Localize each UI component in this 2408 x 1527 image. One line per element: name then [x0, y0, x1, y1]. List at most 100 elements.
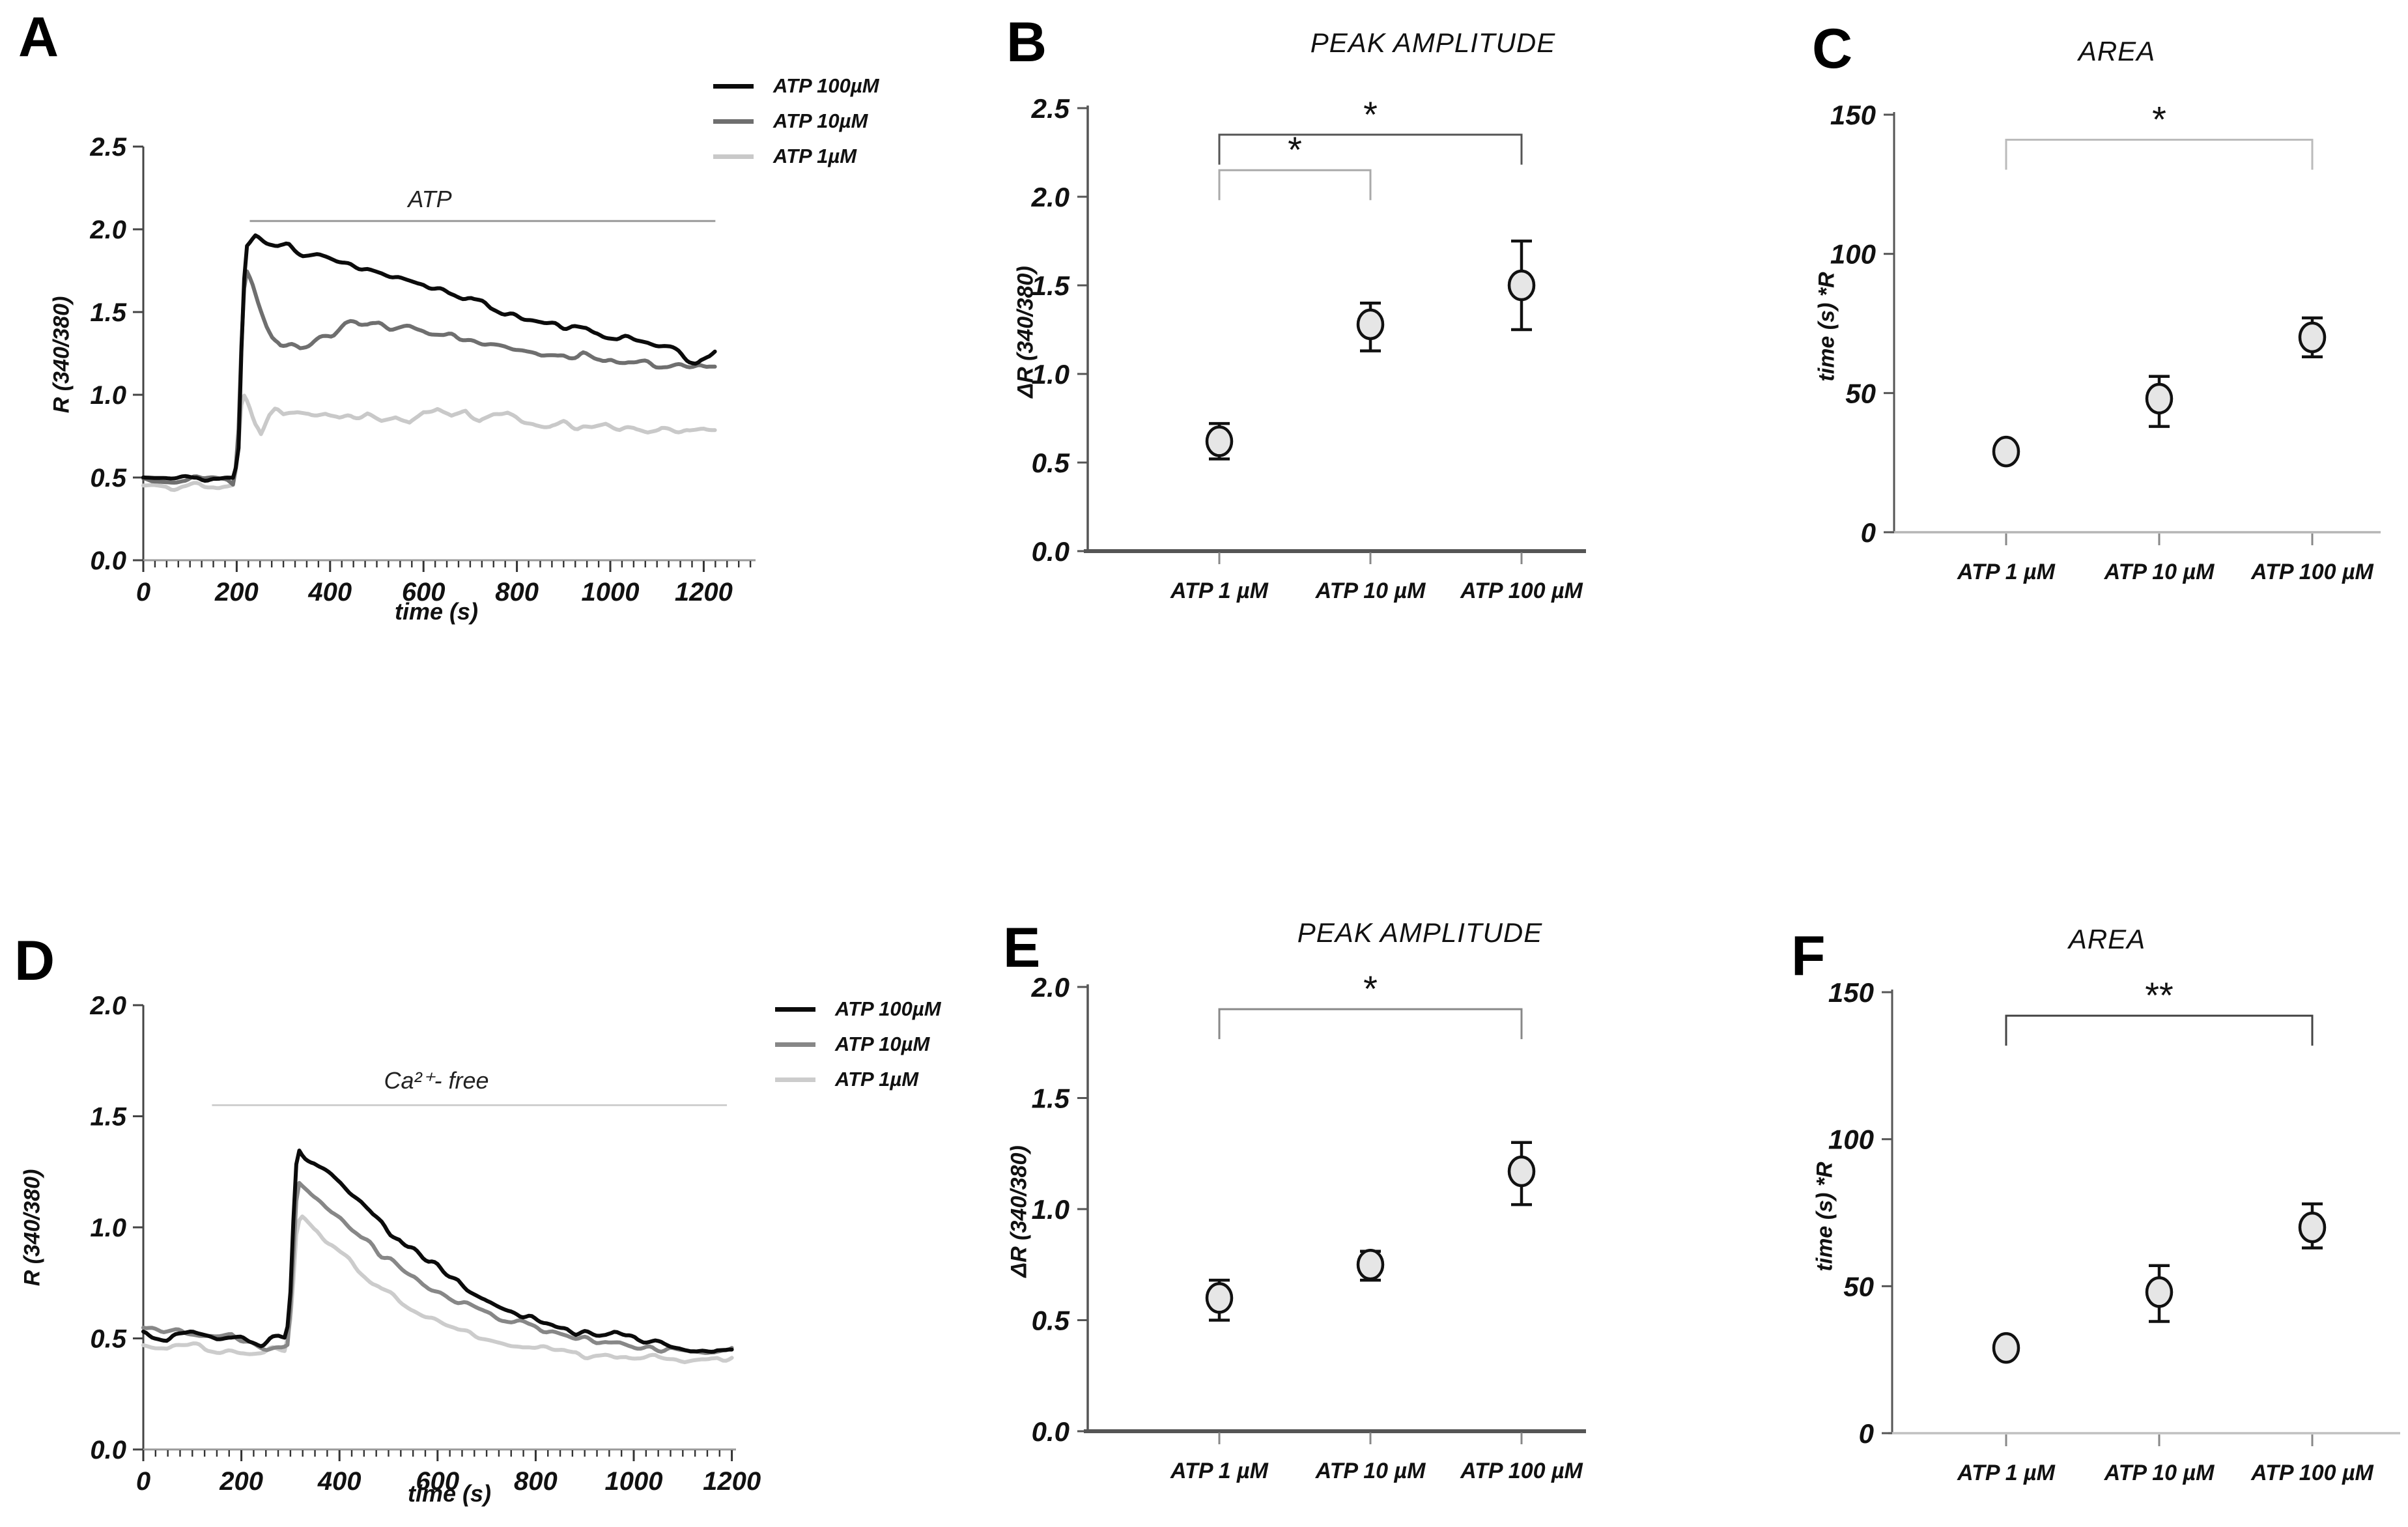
legend-line-swatch: [775, 1006, 815, 1012]
panel-f: F AREA time (s) *R 0 50 100 150 ATP 1 µM ATP …: [1791, 912, 2408, 1527]
svg-text:ATP 100 µM: ATP 100 µM: [1460, 1459, 1583, 1483]
legend-item: ATP 10µM: [713, 104, 879, 139]
legend-line-swatch: [775, 1042, 815, 1047]
svg-text:ATP 100 µM: ATP 100 µM: [1460, 578, 1583, 603]
svg-text:*: *: [1363, 968, 1378, 1009]
panel-a-stimulus-label: ATP: [408, 186, 452, 212]
panel-c: C AREA time (s) *R 0 50 100 150 ATP 1 µM ATP …: [1791, 0, 2408, 717]
svg-text:0.0: 0.0: [1032, 1416, 1069, 1447]
panel-f-label: F: [1791, 925, 1826, 988]
svg-text:*: *: [1288, 129, 1302, 170]
legend-item: ATP 1µM: [775, 1062, 941, 1097]
svg-text:1.5: 1.5: [1032, 1083, 1070, 1114]
legend-label: ATP 100µM: [835, 997, 941, 1020]
panel-f-chart: 0 50 100 150 ATP 1 µM ATP 10 µM ATP 100 µM **: [1828, 975, 2400, 1485]
svg-text:2.0: 2.0: [1031, 972, 1069, 1003]
svg-text:*: *: [1363, 94, 1378, 135]
panel-a-chart: 0 200 400 600 800 1000 1200 0.0 0.5 1.0 1.5 2.0 2.5: [89, 133, 756, 607]
svg-text:800: 800: [495, 578, 539, 607]
panel-d-chart: 0 200 400 600 800 1000 1200 0.0 0.5 1.0 1.5 2.0: [89, 992, 761, 1496]
svg-text:ATP 10 µM: ATP 10 µM: [1315, 578, 1426, 603]
panel-b: B PEAK AMPLITUDE ΔR (340/380) 0.0 0.5 1.0 1…: [997, 0, 1700, 717]
svg-text:ATP 100 µM: ATP 100 µM: [2250, 1461, 2373, 1485]
panel-c-label: C: [1812, 18, 1853, 80]
svg-text:ATP 10 µM: ATP 10 µM: [1315, 1459, 1426, 1483]
panel-e-title: PEAK AMPLITUDE: [1297, 917, 1543, 948]
legend-label: ATP 100µM: [773, 74, 879, 97]
panel-d-label: D: [14, 930, 55, 992]
svg-text:ATP 10 µM: ATP 10 µM: [2104, 560, 2215, 584]
panel-a-legend: ATP 100µM ATP 10µM ATP 1µM: [713, 68, 879, 174]
svg-text:1.5: 1.5: [1032, 270, 1070, 301]
panel-b-label: B: [1006, 11, 1047, 74]
svg-text:800: 800: [514, 1467, 558, 1496]
svg-text:0: 0: [1861, 517, 1876, 548]
svg-text:ATP 1 µM: ATP 1 µM: [1957, 560, 2056, 584]
svg-text:2.0: 2.0: [1031, 182, 1069, 212]
svg-text:50: 50: [1845, 378, 1876, 408]
svg-text:400: 400: [307, 578, 352, 607]
svg-text:1000: 1000: [605, 1467, 663, 1496]
svg-text:1.5: 1.5: [90, 298, 126, 327]
panel-e-chart: 0.0 0.5 1.0 1.5 2.0 ATP 1 µM ATP 10 µM ATP 100 …: [1031, 968, 1586, 1483]
svg-text:ATP 1 µM: ATP 1 µM: [1957, 1461, 2056, 1485]
svg-text:1000: 1000: [582, 578, 640, 607]
svg-text:150: 150: [1830, 100, 1876, 130]
panel-c-chart: 0 50 100 150 ATP 1 µM ATP 10 µM ATP 100 µM *: [1830, 99, 2381, 584]
legend-item: ATP 100µM: [713, 68, 879, 104]
legend-line-swatch: [713, 119, 754, 124]
svg-text:1200: 1200: [703, 1467, 761, 1496]
svg-text:200: 200: [219, 1467, 263, 1496]
legend-label: ATP 1µM: [773, 145, 857, 167]
legend-item: ATP 100µM: [775, 992, 941, 1027]
svg-text:0: 0: [136, 578, 150, 607]
legend-item: ATP 1µM: [713, 139, 879, 174]
svg-text:2.5: 2.5: [1031, 93, 1070, 124]
svg-text:1.0: 1.0: [90, 1214, 126, 1242]
legend-line-swatch: [713, 154, 754, 159]
svg-text:100: 100: [1830, 239, 1876, 270]
svg-text:ATP 100 µM: ATP 100 µM: [2250, 560, 2373, 584]
svg-text:ATP 1 µM: ATP 1 µM: [1170, 578, 1269, 603]
svg-text:**: **: [2145, 975, 2174, 1016]
svg-text:0.0: 0.0: [1032, 536, 1069, 567]
legend-line-swatch: [775, 1077, 815, 1082]
legend-line-swatch: [713, 83, 754, 89]
svg-text:2.0: 2.0: [89, 216, 126, 244]
svg-text:2.0: 2.0: [89, 992, 126, 1020]
legend-label: ATP 10µM: [835, 1033, 930, 1055]
svg-text:1.0: 1.0: [1032, 359, 1069, 390]
panel-a-x-axis-label: time (s): [394, 598, 479, 625]
panel-e: E PEAK AMPLITUDE ΔR (340/380) 0.0 0.5 1.0 1…: [997, 912, 1700, 1527]
panel-d-legend: ATP 100µM ATP 10µM ATP 1µM: [775, 992, 941, 1097]
panel-d: D R (340/380) Ca²⁺- free time (s) ATP 10…: [0, 919, 997, 1527]
svg-text:1.5: 1.5: [90, 1103, 126, 1132]
panel-b-title: PEAK AMPLITUDE: [1310, 27, 1556, 58]
svg-text:0: 0: [136, 1467, 150, 1496]
svg-text:1200: 1200: [675, 578, 733, 607]
panel-d-stimulus-label: Ca²⁺- free: [384, 1067, 489, 1094]
panel-a: A R (340/380) ATP time (s) ATP 100µM ATP…: [13, 0, 990, 717]
svg-text:0: 0: [1859, 1418, 1874, 1449]
panel-f-title: AREA: [2068, 924, 2146, 954]
svg-text:ATP 10 µM: ATP 10 µM: [2104, 1461, 2215, 1485]
legend-item: ATP 10µM: [775, 1027, 941, 1062]
svg-text:400: 400: [317, 1467, 361, 1496]
svg-text:2.5: 2.5: [89, 133, 126, 162]
svg-text:200: 200: [214, 578, 259, 607]
panel-b-chart: 0.0 0.5 1.0 1.5 2.0 2.5 ATP 1 µM ATP 10 µM ATP 1…: [1031, 93, 1586, 603]
svg-text:1.0: 1.0: [1032, 1194, 1069, 1225]
svg-text:0.5: 0.5: [90, 464, 126, 492]
svg-text:0.5: 0.5: [1032, 448, 1070, 478]
legend-label: ATP 10µM: [773, 109, 868, 132]
panel-d-x-axis-label: time (s): [407, 1480, 492, 1507]
svg-text:600: 600: [402, 578, 446, 607]
panel-a-label: A: [18, 6, 59, 68]
svg-text:0.0: 0.0: [90, 1436, 126, 1464]
svg-text:0.5: 0.5: [90, 1325, 126, 1354]
svg-text:0.0: 0.0: [90, 547, 126, 575]
svg-text:0.5: 0.5: [1032, 1306, 1070, 1336]
svg-text:*: *: [2152, 99, 2166, 140]
panel-c-title: AREA: [2078, 36, 2156, 66]
